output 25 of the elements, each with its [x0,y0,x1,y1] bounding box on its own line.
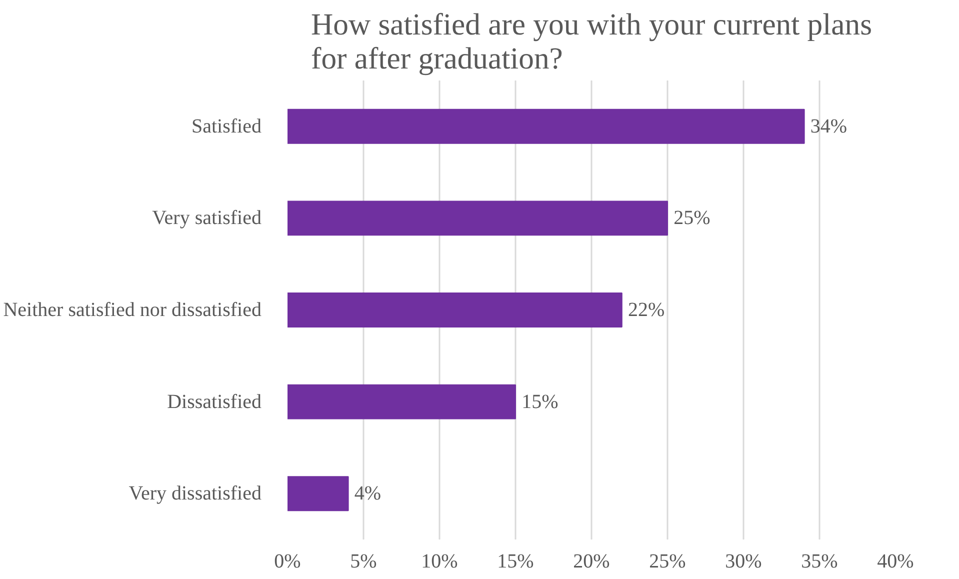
x-tick-label: 15% [497,550,534,572]
data-label: 15% [522,390,558,413]
data-label: 4% [354,482,382,505]
x-tick-label: 10% [421,550,458,572]
y-tick-label: Very satisfied [152,207,262,230]
y-tick-label: Very dissatisfied [128,482,262,505]
x-tick-label: 40% [877,550,914,572]
chart-title: How satisfied are you with your current plans for after graduation? [310,8,872,76]
x-tick-label: 20% [573,550,610,572]
bar [288,476,349,512]
y-tick-label: Dissatisfied [167,390,262,413]
bar [288,292,622,328]
x-tick-label: 0% [274,550,301,572]
bar [288,108,805,144]
data-label: 25% [674,207,710,230]
x-tick-label: 25% [649,550,686,572]
bar [288,384,516,420]
data-label: 34% [810,115,848,138]
x-tick-label: 35% [801,550,838,572]
bar [288,200,668,236]
x-tick-label: 30% [725,550,762,572]
y-tick-label: Satisfied [192,115,262,138]
data-label: 22% [628,299,665,321]
y-tick-label: Neither satisfied nor dissatisfied [3,299,262,321]
x-tick-label: 5% [350,550,377,572]
